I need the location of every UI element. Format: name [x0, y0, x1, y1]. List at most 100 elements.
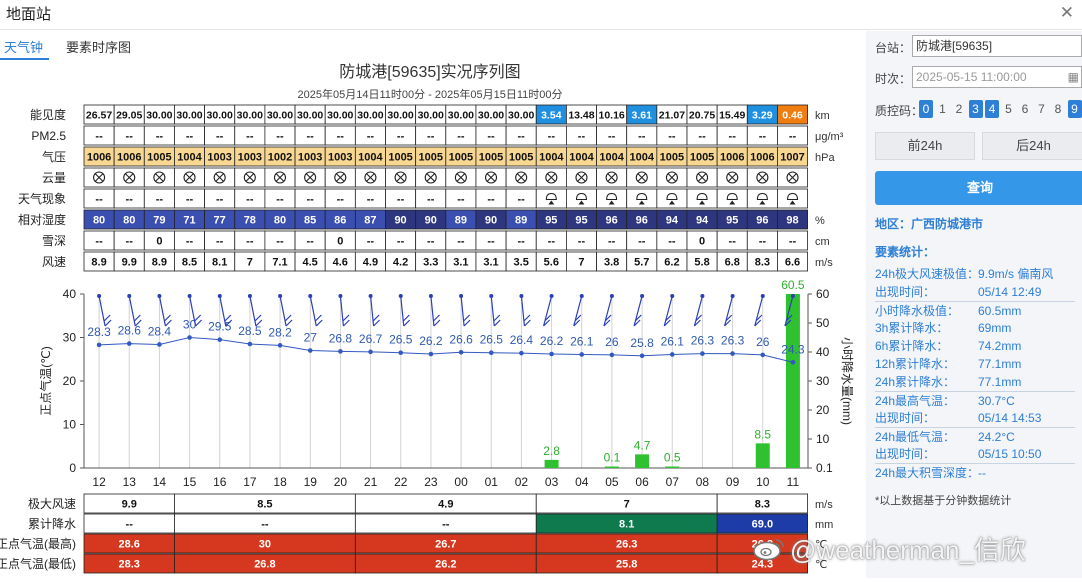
- shower-icon: [545, 192, 557, 200]
- qc-code-9[interactable]: 9: [1067, 100, 1082, 118]
- table-cell: 3.54: [541, 110, 562, 122]
- rain-label: 0.5: [664, 451, 681, 465]
- row-unit-0: km: [815, 110, 830, 122]
- temperature-label: 26.3: [721, 334, 745, 348]
- shower-drop-icon: [578, 200, 585, 205]
- x-tick-label: 22: [394, 475, 408, 489]
- temperature-label: 26.2: [419, 334, 443, 348]
- qc-code-0[interactable]: 0: [919, 100, 933, 118]
- table-cell: 78: [244, 215, 256, 227]
- y2-tick-label: 50: [816, 316, 830, 330]
- temperature-label: 26.5: [480, 333, 504, 347]
- stats-row: 24h累计降水： 77.1mm: [875, 373, 1075, 391]
- table-cell: --: [548, 131, 556, 143]
- x-tick-label: 08: [696, 475, 710, 489]
- x-tick-label: 11: [787, 475, 800, 489]
- table-cell: --: [668, 131, 676, 143]
- qc-code-3[interactable]: 3: [968, 100, 983, 118]
- x-tick-label: 13: [123, 475, 137, 489]
- qc-code-6[interactable]: 6: [1021, 102, 1029, 116]
- qc-code-4[interactable]: 4: [985, 100, 999, 118]
- cell-bg: [566, 188, 597, 209]
- stats-row: 3h累计降水： 69mm: [875, 319, 1075, 337]
- time-input[interactable]: 2025-05-15 11:00:00 ▦: [912, 66, 1082, 88]
- y2-tick-label: 60: [816, 287, 830, 301]
- qc-code-2[interactable]: 2: [955, 102, 963, 116]
- temperature-point: [96, 342, 102, 348]
- qc-code-5[interactable]: 5: [1005, 102, 1012, 116]
- table-cell: --: [638, 236, 646, 248]
- tab-weather-clock[interactable]: 天气钟: [0, 37, 50, 60]
- close-icon[interactable]: ✕: [1059, 3, 1074, 22]
- x-tick-label: 20: [334, 475, 348, 489]
- summary-cell: 26.3: [616, 539, 637, 551]
- table-cell: --: [487, 194, 495, 206]
- temperature-label: 26.7: [359, 332, 383, 346]
- cloud-cover-cross: [185, 173, 194, 182]
- summary-row-unit: ℃: [815, 539, 827, 551]
- table-cell: 1004: [539, 152, 564, 164]
- stats-value: 9.9m/s 偏南风: [978, 267, 1054, 281]
- x-tick-label: 14: [153, 475, 167, 489]
- x-tick-label: 23: [424, 475, 438, 489]
- table-cell: --: [397, 194, 405, 206]
- table-cell: 4.2: [393, 257, 408, 269]
- table-cell: --: [487, 236, 495, 248]
- cell-bg: [535, 188, 567, 209]
- rain-bar: [785, 294, 800, 468]
- temperature-label: 30: [183, 318, 197, 332]
- query-button[interactable]: 查询: [875, 171, 1082, 205]
- cloud-cover-icon: [665, 171, 678, 184]
- qc-code-7[interactable]: 7: [1038, 102, 1045, 116]
- temperature-label: 27: [304, 331, 318, 345]
- table-cell: --: [186, 131, 194, 143]
- table-cell: 0: [156, 236, 162, 248]
- table-cell: --: [95, 194, 103, 206]
- table-cell: 30.00: [267, 110, 293, 122]
- cloud-cover-cross: [788, 173, 797, 182]
- qc-code-1[interactable]: 1: [939, 102, 946, 116]
- calendar-icon[interactable]: ▦: [1067, 70, 1079, 84]
- qc-code-8[interactable]: 8: [1054, 102, 1062, 116]
- stats-row: 24h最低气温： 24.2°C: [875, 427, 1075, 445]
- row-label-5: 相对湿度: [18, 212, 66, 227]
- summary-cell: --: [442, 519, 450, 531]
- summary-cell: --: [126, 519, 134, 531]
- station-input[interactable]: 防城港[59635]: [912, 35, 1082, 57]
- table-cell: --: [276, 236, 284, 248]
- stats-label: 6h累计降水：: [875, 339, 949, 353]
- wind-barb-icon: [400, 295, 411, 327]
- chart-title: 防城港[59635]实况序列图: [339, 63, 520, 81]
- wind-barb-icon: [249, 295, 263, 327]
- temperature-point: [488, 350, 494, 356]
- shower-drop-icon: [729, 200, 736, 205]
- table-cell: 96: [606, 215, 618, 227]
- next-24h-button[interactable]: 后24h: [982, 132, 1082, 160]
- watermark-text: @weatherman_信欣: [790, 535, 1026, 565]
- table-cell: 1003: [298, 152, 322, 164]
- temperature-point: [217, 337, 223, 342]
- table-cell: 1005: [509, 152, 533, 164]
- prev-24h-button[interactable]: 前24h: [875, 132, 975, 160]
- shower-icon: [787, 192, 799, 200]
- x-tick-label: 05: [605, 475, 619, 489]
- x-tick-label: 21: [364, 475, 378, 489]
- table-cell: 0.46: [782, 110, 803, 122]
- tab-element-timeseries[interactable]: 要素时序图: [66, 40, 132, 55]
- table-cell: 1004: [599, 152, 624, 164]
- table-cell: --: [186, 194, 194, 206]
- shower-icon: [666, 192, 678, 200]
- x-tick-label: 15: [183, 475, 197, 489]
- x-tick-label: 01: [485, 475, 499, 489]
- table-cell: 26.57: [86, 110, 112, 122]
- window-titlebar: 地面站 ✕: [0, 0, 1082, 30]
- cloud-cover-icon: [515, 171, 528, 184]
- cloud-cover-cross: [396, 173, 405, 182]
- row-label-7: 风速: [42, 255, 66, 269]
- table-cell: --: [487, 131, 495, 143]
- table-cell: --: [337, 194, 345, 206]
- shower-drop-icon: [759, 200, 766, 205]
- table-cell: 5.6: [544, 257, 559, 269]
- cloud-cover-cross: [335, 173, 345, 182]
- tab-bar: 天气钟 要素时序图: [0, 31, 866, 60]
